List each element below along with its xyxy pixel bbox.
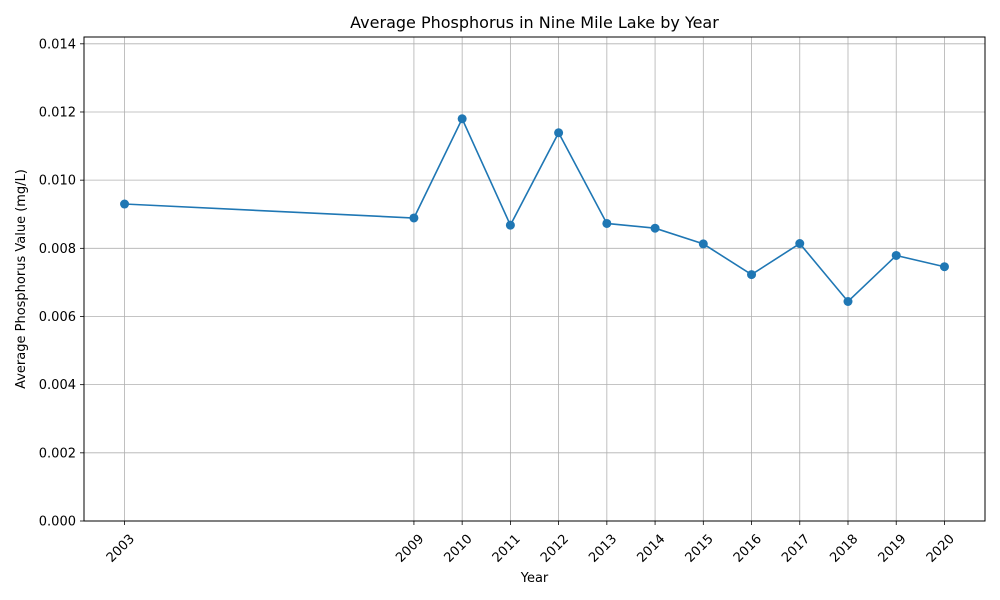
plot-frame <box>83 36 986 522</box>
y-tick-label: 0.014 <box>39 37 76 52</box>
x-axis-label: Year <box>520 571 549 586</box>
data-point <box>457 114 467 124</box>
chart-title: Average Phosphorus in Nine Mile Lake by … <box>350 13 719 32</box>
data-point <box>939 262 949 272</box>
data-point <box>505 220 515 230</box>
data-point <box>843 296 853 306</box>
y-axis-label: Average Phosphorus Value (mg/L) <box>14 169 29 389</box>
data-point <box>554 128 564 138</box>
data-point <box>650 223 660 233</box>
data-point <box>795 239 805 249</box>
data-point <box>409 213 419 223</box>
data-point <box>602 218 612 228</box>
y-tick-label: 0.008 <box>39 242 76 257</box>
series-layer <box>120 114 949 306</box>
y-tick-label: 0.012 <box>39 105 76 120</box>
y-tick-label: 0.000 <box>39 515 76 530</box>
data-point <box>891 250 901 260</box>
data-point <box>120 199 130 209</box>
y-tick-label: 0.006 <box>39 310 76 325</box>
y-tick-label: 0.002 <box>39 446 76 461</box>
y-tick-label: 0.004 <box>39 378 76 393</box>
data-point <box>698 239 708 249</box>
y-tick-label: 0.010 <box>39 174 76 189</box>
data-point <box>747 270 757 280</box>
